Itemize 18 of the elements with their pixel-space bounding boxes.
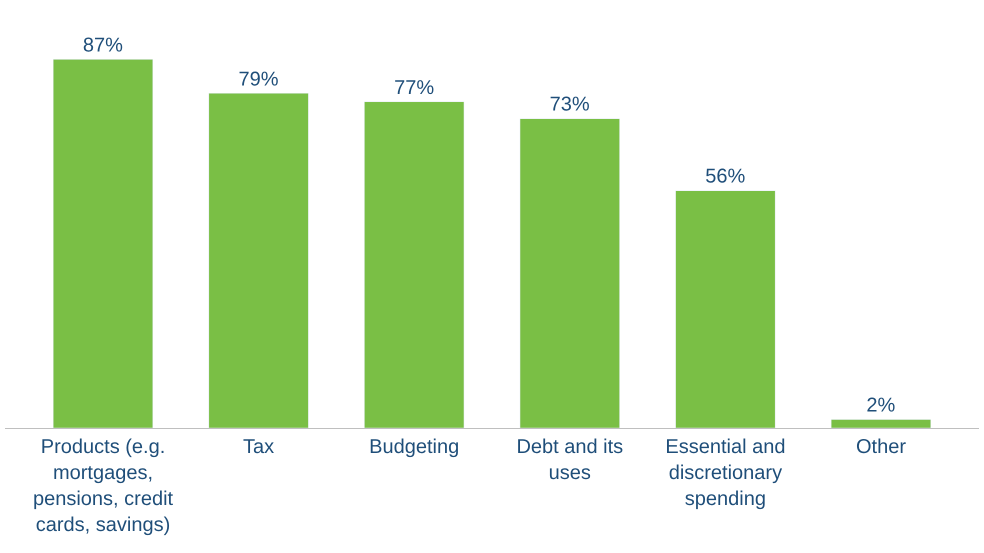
data-label: 73% — [550, 94, 590, 116]
bar — [520, 118, 620, 428]
x-tick-label: Tax — [243, 436, 274, 458]
bar — [52, 59, 154, 428]
bar — [208, 93, 309, 428]
x-tick-label: Essential and discretionary spending — [665, 436, 786, 510]
x-tick-label: Products (e.g. mortgages, pensions, credit cards, savings) — [32, 436, 174, 536]
data-label: 79% — [238, 68, 279, 90]
data-label: 77% — [394, 76, 434, 99]
bar — [830, 419, 932, 428]
x-tick-label: Other — [856, 436, 906, 458]
bar — [675, 190, 776, 428]
bar — [364, 102, 464, 428]
data-label: 2% — [866, 394, 896, 417]
data-label: 87% — [82, 34, 124, 56]
x-tick-label: Budgeting — [369, 436, 460, 458]
data-label: 56% — [705, 166, 746, 188]
x-tick-label: Debt and its uses — [516, 436, 624, 484]
